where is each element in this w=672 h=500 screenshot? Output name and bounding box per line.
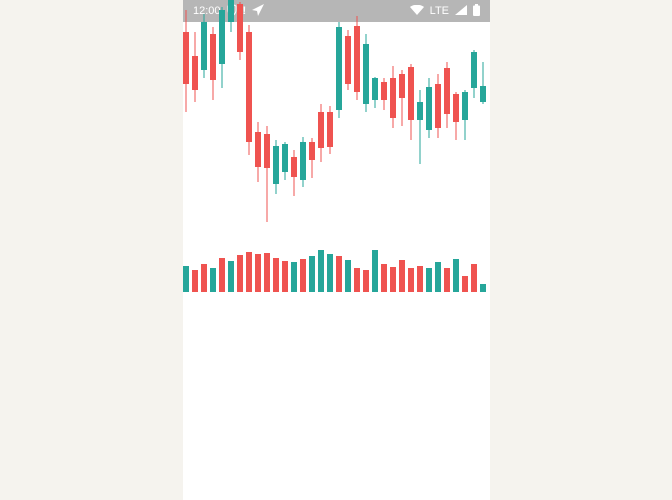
candle: [228, 0, 234, 252]
volume-bar: [372, 250, 378, 292]
volume-bar: [300, 259, 306, 292]
candle: [201, 0, 207, 252]
candle: [237, 0, 243, 252]
candle: [426, 0, 432, 252]
volume-bar: [237, 255, 243, 292]
volume-bar: [264, 253, 270, 292]
volume-bar: [228, 261, 234, 292]
candle: [210, 0, 216, 252]
candle: [453, 0, 459, 252]
volume-bar: [282, 261, 288, 292]
volume-bar: [246, 252, 252, 292]
candle: [318, 0, 324, 252]
candle: [444, 0, 450, 252]
candle: [399, 0, 405, 252]
volume-bar: [219, 258, 225, 292]
candle: [471, 0, 477, 252]
candle: [354, 0, 360, 252]
volume-bar: [210, 268, 216, 292]
candle: [219, 0, 225, 252]
volume-bar: [453, 259, 459, 292]
candle: [327, 0, 333, 252]
volume-bar: [381, 264, 387, 292]
candle: [336, 0, 342, 252]
candle: [246, 0, 252, 252]
candle: [363, 0, 369, 252]
volume-bar: [471, 264, 477, 292]
volume-bar: [318, 250, 324, 292]
candle: [273, 0, 279, 252]
volume-bar: [462, 276, 468, 292]
candle: [291, 0, 297, 252]
candle: [462, 0, 468, 252]
volume-bar: [345, 260, 351, 292]
candle: [183, 0, 189, 252]
candle: [435, 0, 441, 252]
volume-bar: [273, 258, 279, 292]
candle: [480, 0, 486, 252]
volume-bar: [444, 268, 450, 292]
volume-bar: [435, 262, 441, 292]
volume-bar: [183, 266, 189, 292]
volume-bar: [336, 256, 342, 292]
volume-bar: [192, 270, 198, 292]
volume-bar: [399, 260, 405, 292]
candle: [255, 0, 261, 252]
candle: [408, 0, 414, 252]
phone-frame: 12:00 ! LTE: [183, 0, 490, 500]
candle: [390, 0, 396, 252]
volume-bar: [354, 268, 360, 292]
volume-bar: [291, 262, 297, 292]
volume-bar: [417, 266, 423, 292]
volume-bar: [408, 268, 414, 292]
candle: [417, 0, 423, 252]
candle: [345, 0, 351, 252]
volume-bar: [255, 254, 261, 292]
candle: [282, 0, 288, 252]
candle: [300, 0, 306, 252]
candle: [192, 0, 198, 252]
volume-bar: [480, 284, 486, 292]
candle: [264, 0, 270, 252]
volume-bar: [426, 268, 432, 292]
candle: [309, 0, 315, 252]
candle: [381, 0, 387, 252]
candle: [372, 0, 378, 252]
volume-bar: [201, 264, 207, 292]
volume-bar: [390, 267, 396, 292]
volume-bar: [309, 256, 315, 292]
volume-bar: [363, 270, 369, 292]
volume-bar: [327, 254, 333, 292]
volume-chart[interactable]: [183, 242, 490, 292]
